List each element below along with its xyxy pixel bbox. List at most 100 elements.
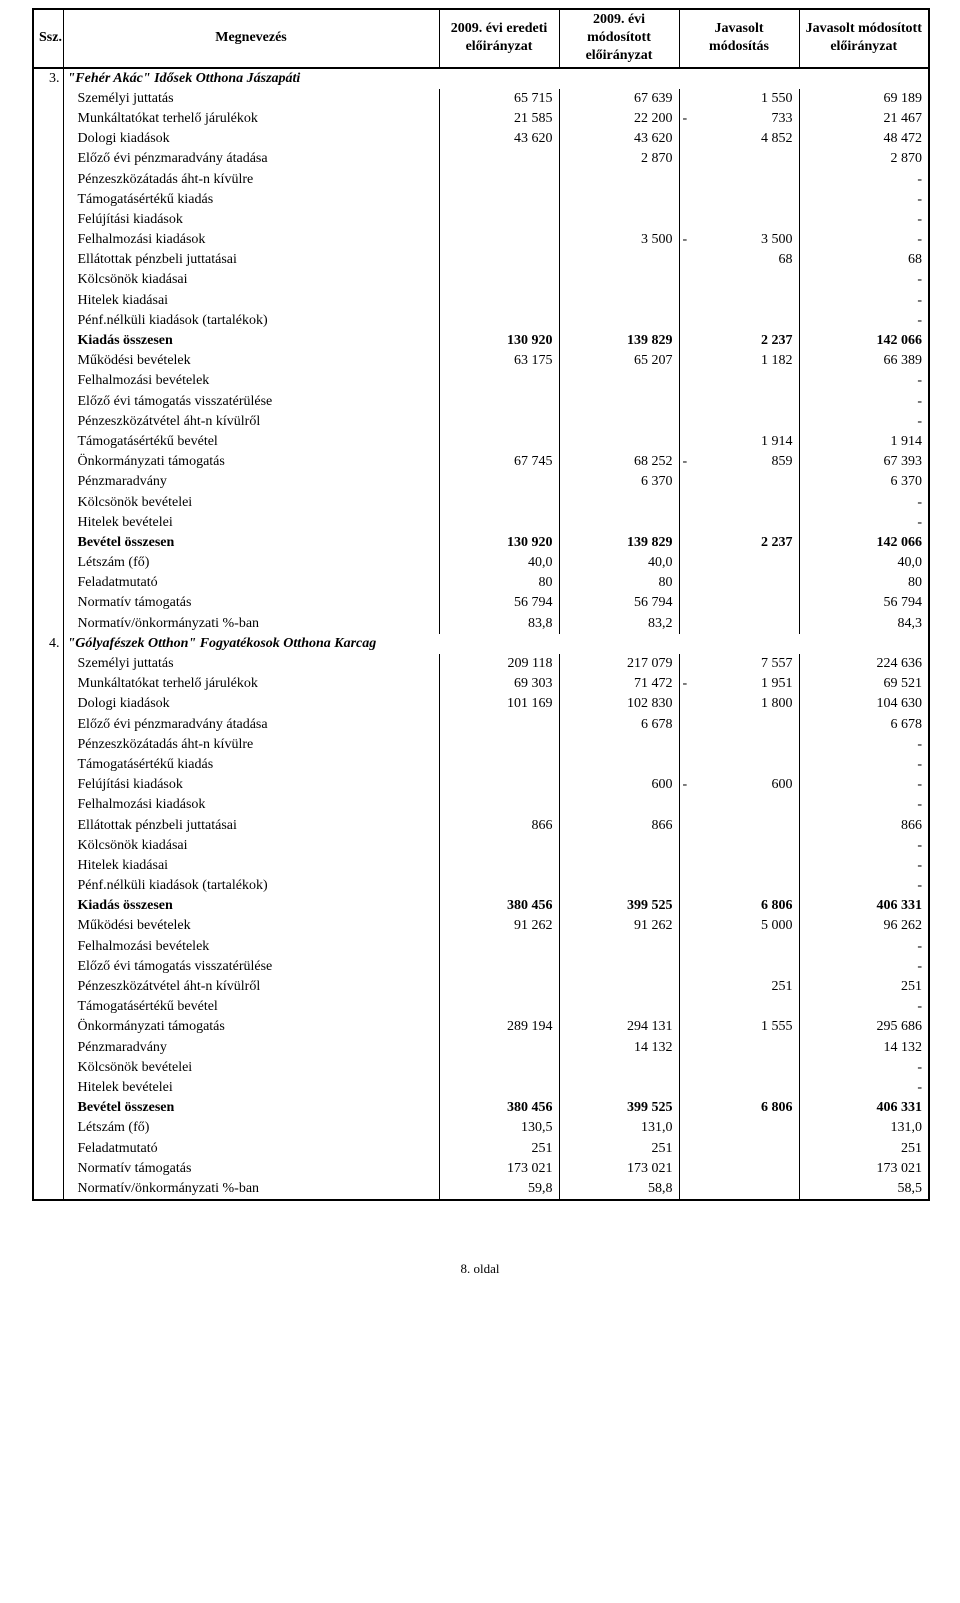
row-c3 bbox=[695, 1038, 799, 1058]
table-row: Hitelek bevételei- bbox=[33, 513, 929, 533]
table-row: Pénzeszközátadás áht-n kívülre- bbox=[33, 170, 929, 190]
row-c3 bbox=[695, 856, 799, 876]
row-ssz bbox=[33, 937, 63, 957]
row-sign bbox=[679, 896, 695, 916]
row-sign: - bbox=[679, 775, 695, 795]
row-c4: 21 467 bbox=[799, 109, 929, 129]
row-sign bbox=[679, 493, 695, 513]
row-c2 bbox=[559, 371, 679, 391]
row-c3: 1 555 bbox=[695, 1017, 799, 1037]
table-row: Normatív támogatás56 79456 79456 794 bbox=[33, 593, 929, 613]
col-c4: Javasolt módosított előirányzat bbox=[799, 9, 929, 68]
row-label: Előző évi támogatás visszatérülése bbox=[63, 957, 439, 977]
table-row: Kölcsönök kiadásai- bbox=[33, 836, 929, 856]
row-label: Kiadás összesen bbox=[63, 331, 439, 351]
row-c4: - bbox=[799, 371, 929, 391]
col-c3: Javasolt módosítás bbox=[679, 9, 799, 68]
row-ssz bbox=[33, 755, 63, 775]
table-row: Felhalmozási bevételek- bbox=[33, 371, 929, 391]
row-ssz bbox=[33, 836, 63, 856]
row-c2: 22 200 bbox=[559, 109, 679, 129]
row-c2 bbox=[559, 412, 679, 432]
row-c2: 102 830 bbox=[559, 694, 679, 714]
row-label: Dologi kiadások bbox=[63, 129, 439, 149]
row-c4: - bbox=[799, 795, 929, 815]
row-label: Pénzeszközátadás áht-n kívülre bbox=[63, 735, 439, 755]
row-ssz bbox=[33, 331, 63, 351]
row-c2: 139 829 bbox=[559, 331, 679, 351]
row-c2 bbox=[559, 795, 679, 815]
row-ssz bbox=[33, 230, 63, 250]
row-label: Munkáltatókat terhelő járulékok bbox=[63, 674, 439, 694]
row-c3: 1 914 bbox=[695, 432, 799, 452]
row-label: Kölcsönök kiadásai bbox=[63, 270, 439, 290]
row-c3 bbox=[695, 149, 799, 169]
table-row: Pénzeszközátvétel áht-n kívülről- bbox=[33, 412, 929, 432]
col-name: Megnevezés bbox=[63, 9, 439, 68]
row-c2 bbox=[559, 977, 679, 997]
row-c3 bbox=[695, 513, 799, 533]
row-sign bbox=[679, 170, 695, 190]
row-c3 bbox=[695, 957, 799, 977]
row-label: Személyi juttatás bbox=[63, 89, 439, 109]
row-sign bbox=[679, 755, 695, 775]
row-c1: 380 456 bbox=[439, 1098, 559, 1118]
section-header-row: 3."Fehér Akác" Idősek Otthona Jászapáti bbox=[33, 68, 929, 89]
row-label: Pénzmaradvány bbox=[63, 472, 439, 492]
row-c1 bbox=[439, 472, 559, 492]
col-c2: 2009. évi módosított előirányzat bbox=[559, 9, 679, 68]
row-ssz bbox=[33, 1058, 63, 1078]
row-c1 bbox=[439, 250, 559, 270]
row-c1 bbox=[439, 1038, 559, 1058]
table-row: Felhalmozási kiadások- bbox=[33, 795, 929, 815]
row-ssz bbox=[33, 109, 63, 129]
row-c2 bbox=[559, 1078, 679, 1098]
row-c4: - bbox=[799, 210, 929, 230]
row-c3 bbox=[695, 190, 799, 210]
row-sign bbox=[679, 250, 695, 270]
row-c4: 224 636 bbox=[799, 654, 929, 674]
row-c1 bbox=[439, 977, 559, 997]
row-c1 bbox=[439, 210, 559, 230]
row-c3: 1 550 bbox=[695, 89, 799, 109]
row-ssz bbox=[33, 250, 63, 270]
row-label: Kiadás összesen bbox=[63, 896, 439, 916]
row-label: Ellátottak pénzbeli juttatásai bbox=[63, 250, 439, 270]
row-c3 bbox=[695, 1058, 799, 1078]
row-c2 bbox=[559, 997, 679, 1017]
row-label: Támogatásértékű bevétel bbox=[63, 432, 439, 452]
table-row: Működési bevételek91 26291 2625 00096 26… bbox=[33, 916, 929, 936]
row-c1: 67 745 bbox=[439, 452, 559, 472]
table-row: Személyi juttatás209 118217 0797 557224 … bbox=[33, 654, 929, 674]
row-c4: - bbox=[799, 775, 929, 795]
table-row: Létszám (fő)40,040,040,0 bbox=[33, 553, 929, 573]
row-c2: 67 639 bbox=[559, 89, 679, 109]
table-row: Pénzeszközátadás áht-n kívülre- bbox=[33, 735, 929, 755]
row-c4: 14 132 bbox=[799, 1038, 929, 1058]
row-sign bbox=[679, 816, 695, 836]
row-c4: 251 bbox=[799, 977, 929, 997]
row-c1: 80 bbox=[439, 573, 559, 593]
table-header-row: Ssz. Megnevezés 2009. évi eredeti előirá… bbox=[33, 9, 929, 68]
row-c2: 91 262 bbox=[559, 916, 679, 936]
row-c1: 21 585 bbox=[439, 109, 559, 129]
row-ssz bbox=[33, 1038, 63, 1058]
row-c2 bbox=[559, 311, 679, 331]
row-c1: 173 021 bbox=[439, 1159, 559, 1179]
row-sign bbox=[679, 553, 695, 573]
row-ssz bbox=[33, 795, 63, 815]
section-header-row: 4."Gólyafészek Otthon" Fogyatékosok Otth… bbox=[33, 634, 929, 654]
row-c4: 295 686 bbox=[799, 1017, 929, 1037]
table-row: Hitelek bevételei- bbox=[33, 1078, 929, 1098]
row-c1 bbox=[439, 836, 559, 856]
row-label: Feladatmutató bbox=[63, 1139, 439, 1159]
row-c3 bbox=[695, 210, 799, 230]
row-c3: 733 bbox=[695, 109, 799, 129]
row-ssz bbox=[33, 270, 63, 290]
row-c2 bbox=[559, 432, 679, 452]
row-sign: - bbox=[679, 452, 695, 472]
row-c1 bbox=[439, 270, 559, 290]
row-c4: - bbox=[799, 170, 929, 190]
table-row: Önkormányzati támogatás67 74568 252-8596… bbox=[33, 452, 929, 472]
row-c2 bbox=[559, 270, 679, 290]
